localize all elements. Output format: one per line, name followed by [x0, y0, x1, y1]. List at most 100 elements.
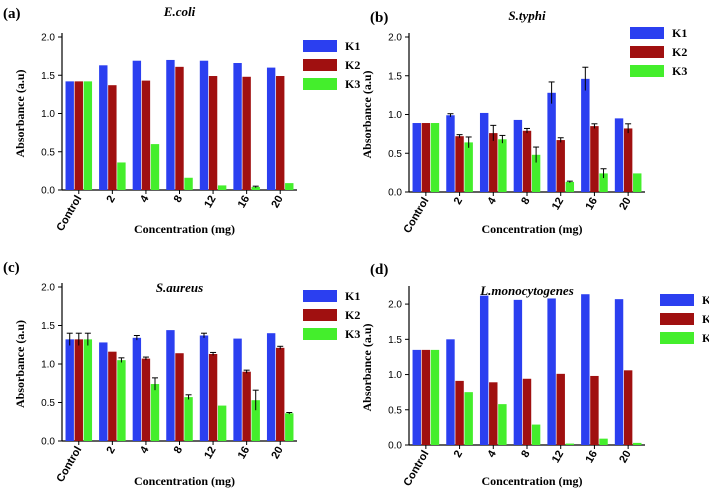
legend-swatch-k2 — [303, 59, 337, 71]
x-tick-label: 16 — [236, 445, 253, 462]
bar-k1 — [479, 112, 489, 192]
panel-letter: (b) — [370, 10, 388, 26]
x-tick-label: 16 — [584, 196, 601, 213]
y-tick-label: 0.0 — [388, 188, 402, 199]
bar-k3 — [217, 185, 227, 190]
bar-k3 — [498, 404, 507, 445]
bar-k2 — [242, 76, 251, 190]
bar-k1 — [581, 294, 590, 445]
x-axis-title: Concentration (mg) — [482, 222, 583, 236]
legend-label-k2: K2 — [672, 45, 687, 59]
bar-k3 — [184, 397, 193, 441]
bar-k2 — [556, 140, 565, 192]
bar-k2 — [276, 76, 285, 190]
bar-k2 — [489, 382, 498, 445]
bar-k3 — [117, 162, 126, 190]
bar-k2 — [242, 371, 251, 441]
bar-k3 — [464, 142, 473, 192]
bar-k3 — [184, 177, 193, 190]
legend-swatch-k1 — [630, 27, 664, 39]
legend-label-k2: K2 — [345, 58, 360, 72]
bar-k3 — [83, 81, 93, 190]
y-tick-label: 0.5 — [388, 149, 402, 160]
bar-k1 — [166, 330, 175, 441]
bar-k3 — [251, 400, 260, 441]
panel-letter: (d) — [370, 262, 388, 278]
panel-letter: (c) — [3, 260, 20, 276]
bar-k2 — [522, 378, 532, 445]
bar-k1 — [266, 67, 276, 190]
x-tick-label: Control — [54, 194, 84, 234]
y-tick-label: 0.5 — [388, 405, 402, 416]
bar-k3 — [117, 360, 126, 441]
panel-letter: (a) — [3, 6, 21, 22]
bar-k3 — [565, 181, 575, 192]
legend-label-k3: K3 — [345, 327, 360, 341]
legend-swatch-k3 — [630, 65, 664, 77]
y-axis-title: Absorbance (a.u) — [13, 320, 27, 408]
y-axis-title: Absorbance (a.u) — [13, 69, 27, 157]
bar-k1 — [614, 118, 624, 192]
x-tick-label: Control — [402, 196, 432, 236]
bar-k2 — [522, 130, 532, 192]
bar-k2 — [141, 358, 151, 441]
x-tick-label: 4 — [485, 195, 499, 207]
bar-k3 — [599, 438, 608, 445]
bar-k2 — [421, 123, 431, 192]
bar-k3 — [251, 186, 260, 190]
legend-label-k1: K1 — [345, 39, 360, 53]
bar-k1 — [233, 63, 242, 191]
bar-k2 — [623, 370, 633, 445]
y-tick-label: 1.0 — [41, 109, 55, 120]
legend-swatch-k3 — [303, 328, 337, 340]
bar-k2 — [489, 133, 498, 192]
bar-k1 — [479, 295, 489, 445]
x-tick-label: Control — [54, 445, 84, 485]
bar-k1 — [446, 339, 455, 445]
chart-panel-1: (a) E.coli 0.0 0.5 1.0 1.5 2.0 Absorbance (a.u)… — [3, 4, 360, 236]
legend-label-k3: K3 — [672, 64, 687, 78]
x-tick-label: 8 — [519, 196, 532, 207]
bar-k2 — [590, 126, 599, 192]
y-tick-label: 1.5 — [41, 321, 55, 332]
y-tick-label: 1.0 — [388, 110, 402, 121]
bar-k3 — [150, 384, 160, 441]
x-tick-label: 12 — [202, 445, 219, 462]
x-tick-label: 20 — [269, 445, 286, 462]
bar-k1 — [412, 349, 421, 445]
legend-label-k1: K1 — [672, 26, 687, 40]
x-tick-label: 8 — [172, 445, 185, 456]
y-tick-label: 0.5 — [41, 147, 55, 158]
bar-k3 — [531, 424, 541, 445]
bar-k3 — [464, 392, 473, 445]
legend-label-k2: K2 — [345, 308, 360, 322]
x-tick-label: 20 — [617, 449, 634, 466]
x-tick-label: 12 — [550, 196, 567, 213]
bar-k1 — [513, 299, 523, 445]
y-tick-label: 0.0 — [388, 441, 402, 452]
bar-k3 — [633, 173, 642, 192]
y-tick-label: 1.5 — [388, 335, 402, 346]
x-tick-label: 2 — [105, 445, 118, 456]
x-tick-label: 8 — [519, 449, 532, 460]
chart-panel-2: (b) S.typhi 0.0 0.5 1.0 1.5 2.0 Absorbance (a.u… — [360, 8, 687, 236]
chart-title: S.typhi — [508, 8, 546, 23]
y-tick-label: 1.0 — [41, 360, 55, 371]
legend-label-k3: K3 — [345, 77, 360, 91]
bar-k2 — [175, 353, 184, 441]
bar-k1 — [199, 335, 209, 441]
x-tick-label: 2 — [105, 194, 118, 205]
bar-k2 — [208, 353, 218, 441]
y-tick-label: 0.5 — [41, 398, 55, 409]
x-tick-label: 20 — [617, 196, 634, 213]
bar-k2 — [175, 66, 184, 190]
bar-k1 — [65, 339, 74, 441]
bar-k2 — [590, 375, 599, 445]
y-tick-label: 2.0 — [388, 33, 402, 44]
y-tick-label: 1.5 — [41, 71, 55, 82]
legend-label-k2: K2 — [702, 312, 709, 326]
bar-k2 — [108, 85, 117, 190]
legend-swatch-k1 — [660, 294, 694, 306]
legend-swatch-k3 — [303, 78, 337, 90]
